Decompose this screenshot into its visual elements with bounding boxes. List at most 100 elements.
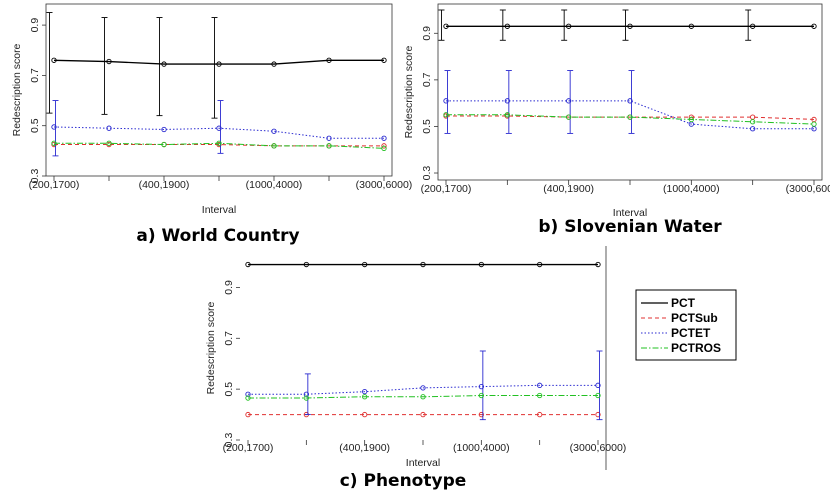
series-line [446,114,815,125]
data-point [595,392,601,399]
x-tick-label: (400,1900) [139,179,190,191]
y-tick-label: 0.3 [223,433,235,448]
data-point [443,23,449,29]
data-point [326,135,332,141]
legend-label-pctsub: PCTSub [671,311,718,325]
data-point [245,411,251,418]
x-tick-label: (200,1700) [223,442,274,454]
y-tick-label: 0.9 [421,26,433,41]
series-line [54,144,384,147]
data-point [106,125,112,131]
data-point [566,98,572,104]
series-pctet [245,350,603,421]
data-point [627,114,633,120]
y-axis-label: Redescription score [11,43,23,136]
data-point [504,112,510,118]
x-tick-label: (1000,4000) [246,179,303,191]
panel-caption: c) Phenotype [340,471,467,490]
data-point [478,392,484,399]
data-point [216,61,222,67]
data-point [161,61,167,67]
y-tick-label: 0.3 [29,169,41,184]
data-point [381,145,387,151]
series-pctet [443,70,817,134]
data-point [504,98,510,104]
data-point [420,411,426,418]
data-point [566,114,572,120]
y-axis-label: Redescription score [403,45,415,138]
x-tick-label: (3000,6000) [356,179,413,191]
data-point [537,261,543,268]
series-line [248,395,598,399]
data-point [750,126,756,132]
x-tick-label: (1000,4000) [453,442,510,454]
data-point [595,411,601,418]
data-point [245,391,251,397]
data-point [811,121,817,127]
x-axis-label: Interval [202,204,236,216]
data-point [627,98,633,104]
y-tick-label: 0.5 [223,382,235,397]
data-point [688,23,694,29]
data-point [750,23,756,29]
series-pct [245,261,601,268]
data-point [216,140,222,146]
panel-caption: a) World Country [136,226,299,246]
plot-frame [45,3,393,177]
chart-panel-3: 0.3 0.5 0.7 0.9 Redescription score (200,1700… [205,246,626,490]
data-point [595,382,601,388]
data-point [326,143,332,149]
data-point [537,411,543,418]
legend-label-pctet: PCTET [671,326,711,340]
y-tick-label: 0.9 [29,18,41,33]
data-point [245,261,251,268]
data-point [51,140,57,146]
series-line [53,59,384,65]
data-point [303,391,309,397]
data-point [216,125,222,131]
data-point [362,394,368,400]
x-axis-label: Interval [613,207,647,219]
x-tick-label: (3000,6000) [786,183,830,195]
y-tick-label: 0.5 [29,118,41,133]
data-point [271,61,277,67]
data-point [362,411,368,418]
x-tick-label: (200,1700) [29,179,80,191]
y-tick-label: 0.3 [421,166,433,181]
data-point [271,128,277,134]
y-tick-label: 0.5 [421,119,433,134]
data-point [811,23,817,29]
data-point [362,389,368,395]
data-point [627,23,633,29]
data-point [381,57,387,63]
y-tick-label: 0.7 [29,68,41,83]
data-point [537,382,543,388]
plot-frame [437,3,823,181]
data-point [750,119,756,125]
legend-label-pct: PCT [671,296,696,310]
data-point [595,261,601,268]
data-point [420,261,426,268]
data-point [106,140,112,146]
data-point [326,57,332,63]
data-point [245,395,251,401]
x-tick-label: (400,1900) [543,183,594,195]
series-pct [46,12,387,119]
data-point [161,141,167,148]
data-point [478,411,484,418]
legend-label-pctros: PCTROS [671,341,721,355]
data-point [161,126,167,133]
y-tick-label: 0.7 [223,331,235,346]
data-point [51,124,57,130]
data-point [566,23,572,29]
chart-panel-1: 0.3 0.5 0.7 0.9 Redescription score (200,1700… [11,3,413,246]
series-pctet [51,100,387,157]
data-point [420,385,426,391]
series-pctros [245,392,601,401]
data-point [106,58,112,65]
data-point [303,395,309,401]
data-point [271,143,277,149]
series-pctsub [245,411,601,418]
y-tick-label: 0.7 [421,72,433,87]
